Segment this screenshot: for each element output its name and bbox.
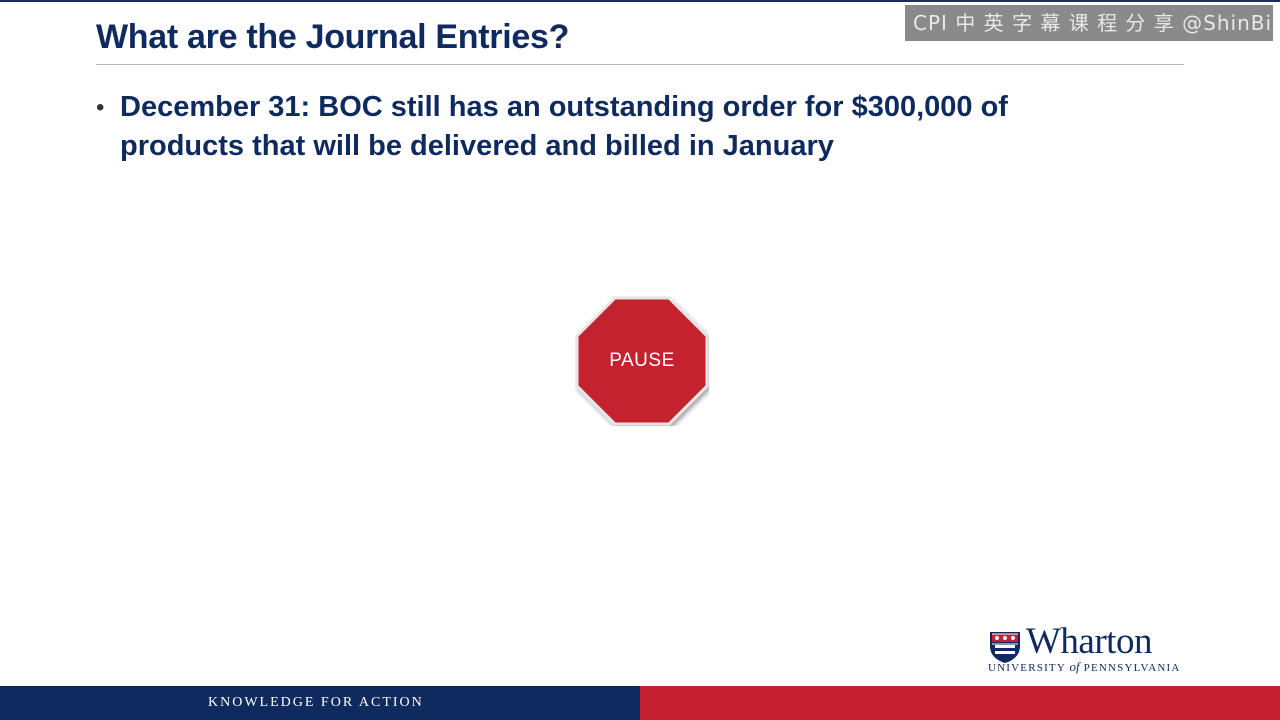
top-rule	[0, 0, 1280, 2]
stop-sign-shape	[575, 296, 709, 426]
footer-bar: KNOWLEDGE FOR ACTION	[0, 686, 1280, 720]
footer-red-band	[640, 686, 1280, 720]
bullet-item: • December 31: BOC still has an outstand…	[96, 88, 1136, 166]
slide-title: What are the Journal Entries?	[96, 18, 570, 56]
logo-sub-pennsylvania: PENNSYLVANIA	[1079, 662, 1181, 674]
logo-sub-of: of	[1069, 659, 1080, 674]
stop-sign-icon	[575, 296, 709, 426]
bullet-text: December 31: BOC still has an outstandin…	[120, 91, 1008, 162]
logo-sub-university: UNIVERSITY	[988, 662, 1070, 674]
logo-wordmark: Wharton	[1026, 621, 1152, 662]
title-divider	[96, 64, 1184, 65]
pause-label: PAUSE	[609, 350, 675, 371]
watermark-banner: CPI 中 英 字 幕 课 程 分 享 @ShinBill.com	[905, 5, 1273, 41]
footer-blue-band	[0, 686, 640, 720]
penn-shield-icon	[990, 632, 1020, 663]
wharton-logo: Wharton UNIVERSITY of PENNSYLVANIA	[988, 621, 1198, 675]
bullet-list: • December 31: BOC still has an outstand…	[96, 88, 1136, 166]
logo-subtitle: UNIVERSITY of PENNSYLVANIA	[988, 659, 1181, 675]
footer-tagline: KNOWLEDGE FOR ACTION	[208, 695, 424, 710]
bullet-dot-icon: •	[96, 94, 105, 121]
